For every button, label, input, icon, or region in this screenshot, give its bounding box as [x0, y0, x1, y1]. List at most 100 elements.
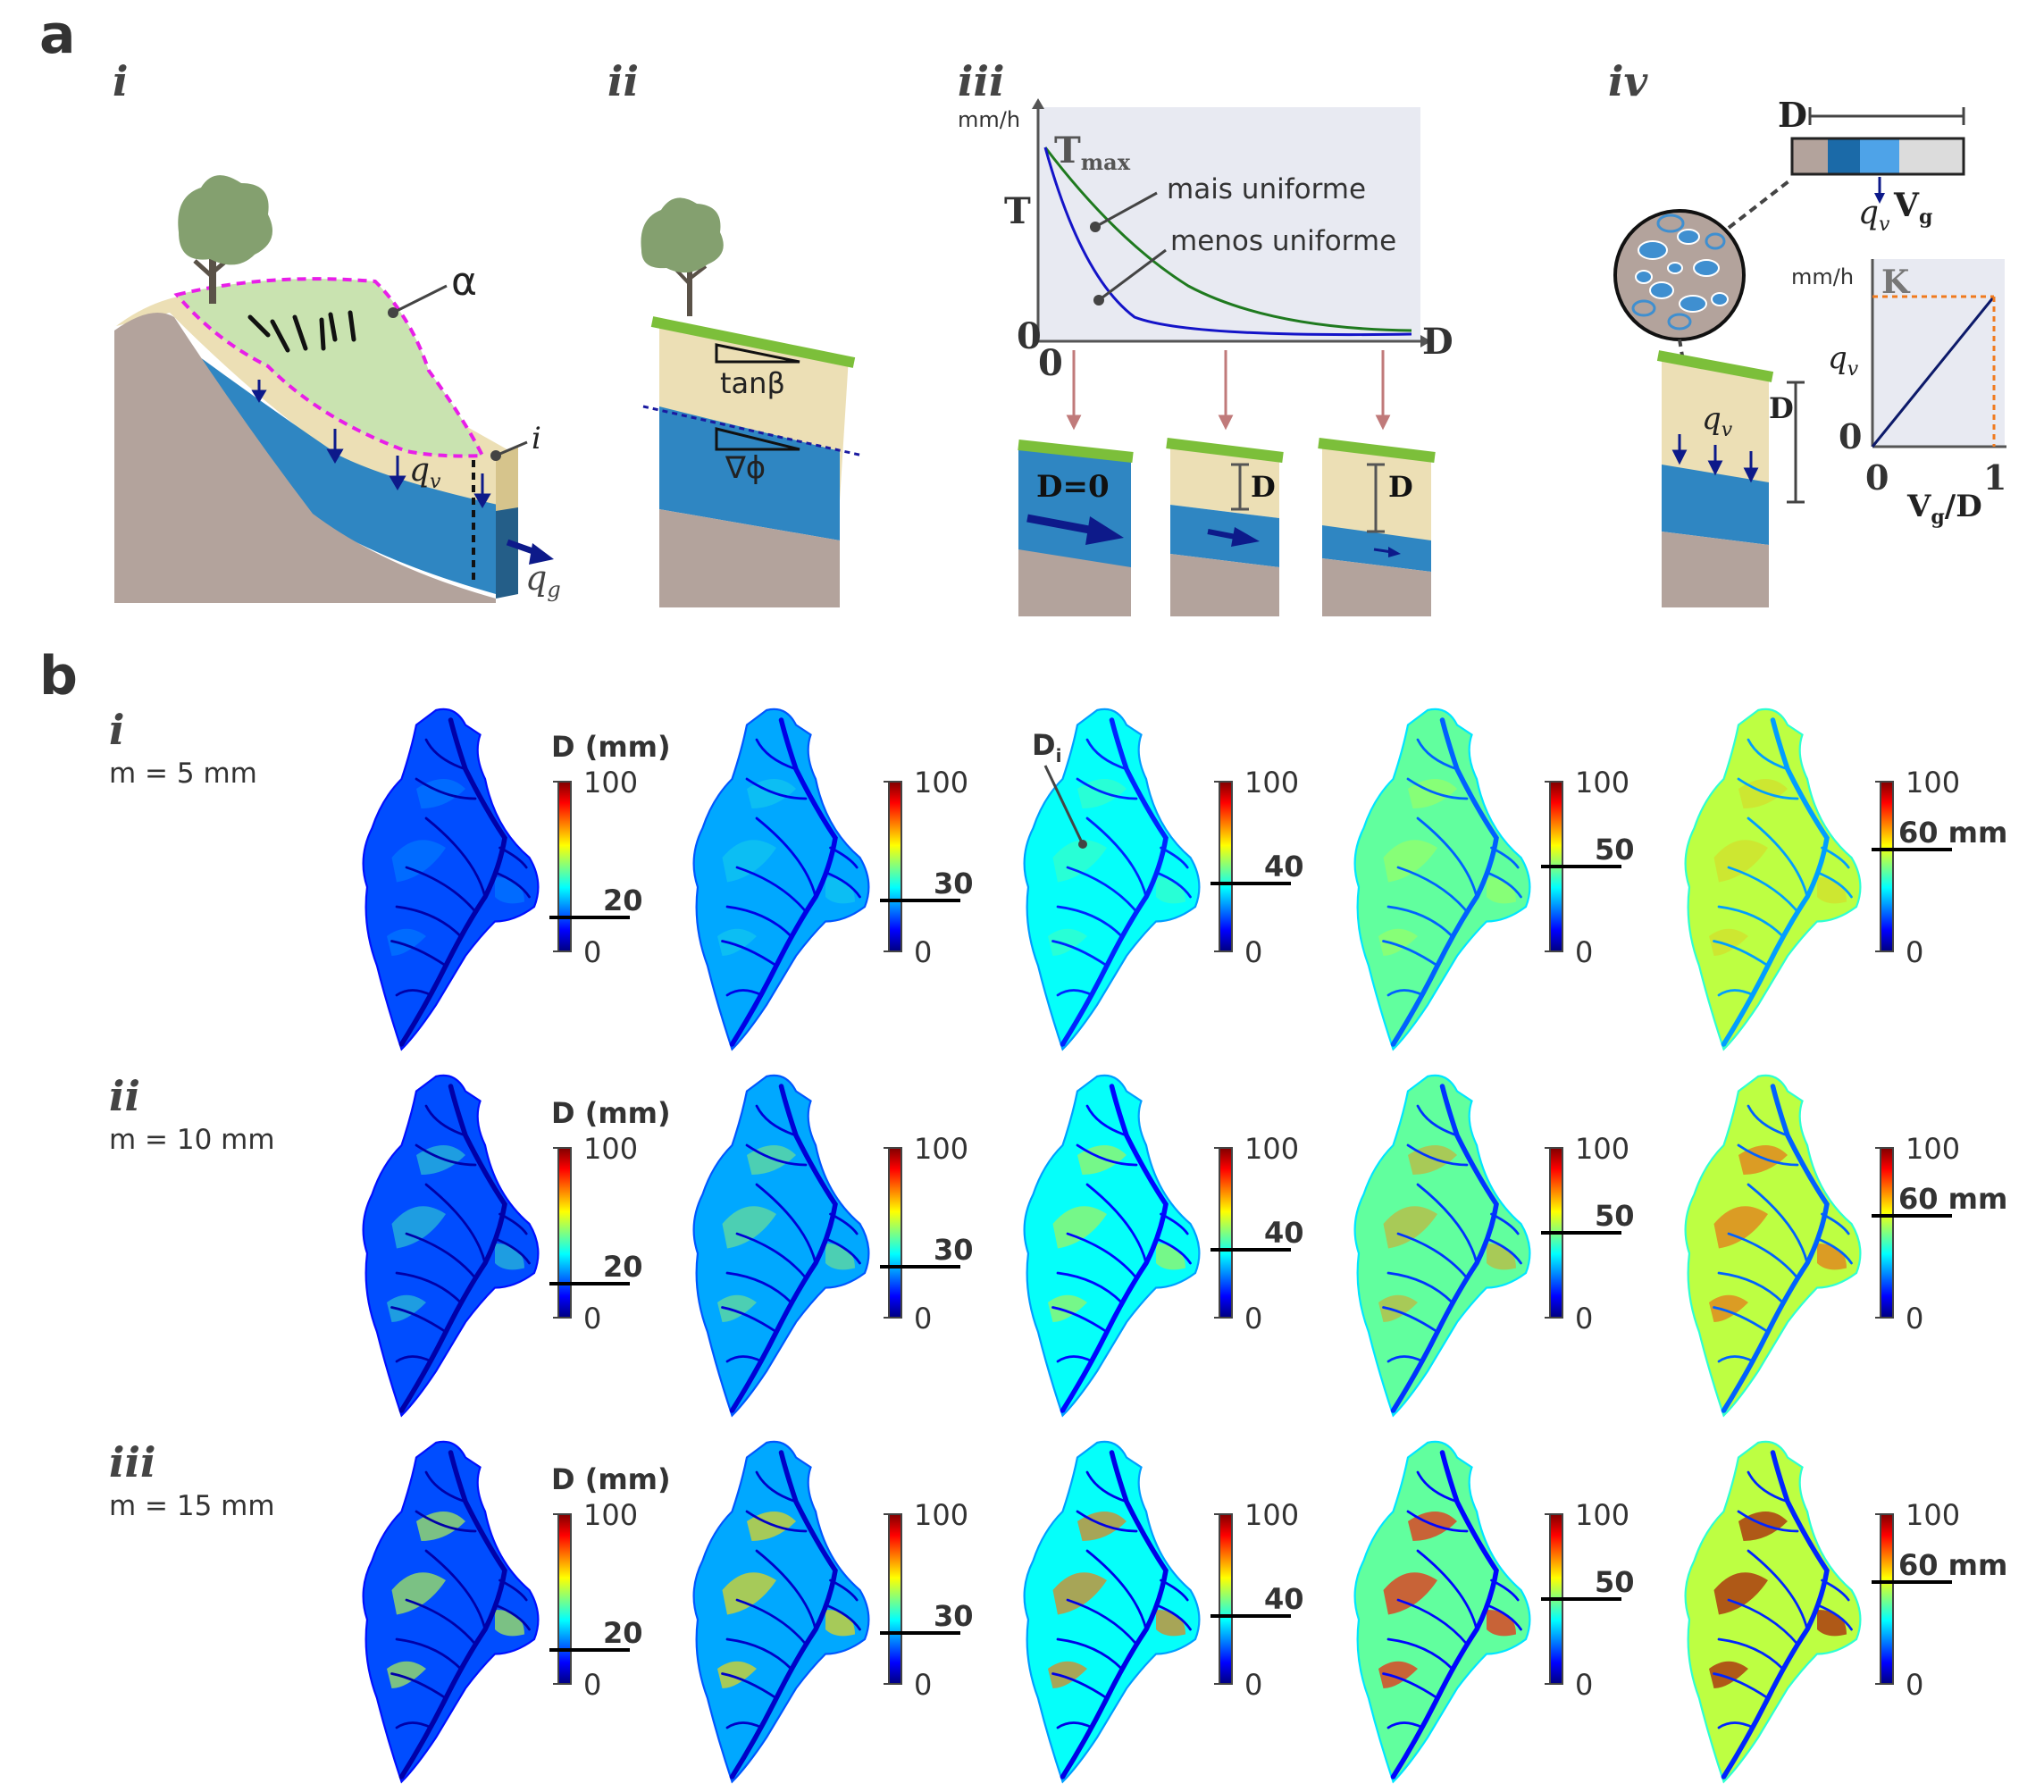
alpha-label: α — [451, 259, 477, 305]
d-zero-block-label: D=0 — [1036, 469, 1110, 505]
colorbar-min-label: 0 — [1244, 935, 1262, 969]
vg-label: Vg — [1893, 187, 1932, 229]
catchment-map — [1353, 1074, 1531, 1418]
block-d-large: D — [1318, 438, 1436, 616]
catchment-map — [1684, 1440, 1862, 1784]
threshold-label: 60 mm — [1898, 1548, 2007, 1582]
block-d-zero: D=0 — [1018, 440, 1134, 616]
panel-a-letter: a — [39, 4, 76, 66]
catchment-map — [1023, 708, 1201, 1051]
row-1-roman: i — [109, 706, 125, 754]
colorbar: 100 0 30 — [880, 1132, 974, 1336]
catchment-map — [1023, 1440, 1201, 1784]
k-label: K — [1881, 264, 1911, 301]
colorbar: 100 0 50 — [1541, 766, 1635, 969]
unit-label: mm/h — [958, 107, 1020, 132]
colorbar: 100 020 D (mm) — [549, 1462, 671, 1702]
catchment-map — [362, 708, 540, 1051]
catchment-map — [1023, 1074, 1201, 1418]
grad-phi-label: ∇ϕ — [725, 450, 766, 486]
d-block-label-1: D — [1251, 470, 1276, 504]
qv-label: qv — [409, 452, 441, 493]
colorbar: 100 0 50 — [1541, 1498, 1635, 1702]
colorbar: 100 0 50 — [1541, 1132, 1635, 1336]
colorbar-max-label: 100 — [583, 1498, 638, 1532]
colorbar-max-label: 100 — [1244, 1132, 1299, 1166]
panel-a-ii-label: ii — [607, 57, 639, 105]
colorbar-max-label: 100 — [1575, 1132, 1629, 1166]
vg-d-axis-label: Vg/D — [1906, 489, 1982, 529]
qv-top-label: qv — [1858, 195, 1890, 236]
colorbar-min-label: 0 — [1575, 935, 1593, 969]
tmax-label: Tmax — [1054, 130, 1131, 175]
catchment-map — [692, 1074, 870, 1418]
d-top-label: D — [1778, 95, 1807, 135]
hillslope-diagram: α i qv qg — [114, 175, 561, 603]
catchment-map — [362, 1074, 540, 1418]
colorbar: 100 0 60 mm — [1872, 766, 2007, 969]
tree-crown — [178, 175, 272, 265]
threshold-label: 20 — [603, 1250, 643, 1284]
colorbar-max-label: 100 — [583, 766, 638, 800]
row-3-roman: iii — [109, 1438, 156, 1486]
panel-b-letter: b — [39, 645, 78, 708]
tree-crown — [641, 197, 724, 273]
transmissivity-chart: mais uniforme menos uniforme mm/h Tmax T… — [958, 98, 1453, 616]
colorbar-min-label: 0 — [1906, 1302, 1923, 1336]
t-axis-label: T — [1004, 190, 1031, 232]
colorbar-title: D (mm) — [551, 1462, 671, 1496]
row-1-label: m = 5 mm — [109, 758, 257, 790]
colorbar-min-label: 0 — [1906, 935, 1923, 969]
colorbar: 100 0 30 — [880, 766, 974, 969]
threshold-label: 60 mm — [1898, 816, 2007, 850]
colorbar-min-label: 0 — [583, 1668, 601, 1702]
catchment-map — [1353, 1440, 1531, 1784]
colorbar-max-label: 100 — [914, 766, 968, 800]
colorbar-max-label: 100 — [1575, 1498, 1629, 1532]
catchment-map — [362, 1440, 540, 1784]
catchment-map — [1684, 1074, 1862, 1418]
t-zero-label: 0 — [1017, 315, 1042, 357]
colorbar-min-label: 0 — [914, 1302, 932, 1336]
colorbar-min-label: 0 — [1244, 1668, 1262, 1702]
less-uniform-label: menos uniforme — [1170, 225, 1396, 257]
colorbar: 100 0 40 — [1210, 1132, 1304, 1336]
block-d-medium: D — [1166, 438, 1284, 616]
zero-y-label: 0 — [1839, 416, 1862, 456]
colorbar-max-label: 100 — [1906, 766, 1960, 800]
less-uniform-curve — [1043, 147, 1412, 337]
panel-a-iv-label: iv — [1608, 57, 1648, 105]
catchment-map — [1684, 708, 1862, 1051]
zero-x-label: 0 — [1865, 457, 1889, 498]
threshold-label: 20 — [603, 1616, 643, 1650]
point-i-label: i — [532, 421, 541, 456]
colorbar-max-label: 100 — [583, 1132, 638, 1166]
d-block-label-2: D — [1388, 470, 1413, 504]
threshold-label: 20 — [603, 883, 643, 917]
colorbar-min-label: 0 — [583, 935, 601, 969]
threshold-label: 30 — [934, 867, 974, 900]
di-label: Di — [1032, 728, 1061, 766]
panel-a-i-label: i — [113, 57, 129, 105]
threshold-label: 40 — [1264, 1216, 1304, 1250]
colorbar-min-label: 0 — [1575, 1668, 1593, 1702]
colorbar-max-label: 100 — [1906, 1132, 1960, 1166]
colorbar: 100 020 D (mm) — [549, 1096, 671, 1336]
bedrock — [114, 313, 496, 603]
d-zero-label: 0 — [1038, 342, 1063, 384]
colorbar-max-label: 100 — [1575, 766, 1629, 800]
colorbar: 100 020 D (mm) — [549, 730, 671, 969]
row-3-label: m = 15 mm — [109, 1490, 275, 1522]
threshold-label: 60 mm — [1898, 1182, 2007, 1216]
colorbar: 100 0 40 — [1210, 1498, 1304, 1702]
d-side-label: D — [1769, 391, 1794, 425]
catchment-map — [692, 1440, 870, 1784]
more-uniform-curve — [1043, 147, 1412, 332]
threshold-label: 30 — [934, 1233, 974, 1267]
colorbar: 100 0 60 mm — [1872, 1498, 2007, 1702]
row-2-label: m = 10 mm — [109, 1124, 275, 1156]
colorbar-min-label: 0 — [1244, 1302, 1262, 1336]
colorbar: 100 0 30 — [880, 1498, 974, 1702]
colorbar-min-label: 0 — [583, 1302, 601, 1336]
